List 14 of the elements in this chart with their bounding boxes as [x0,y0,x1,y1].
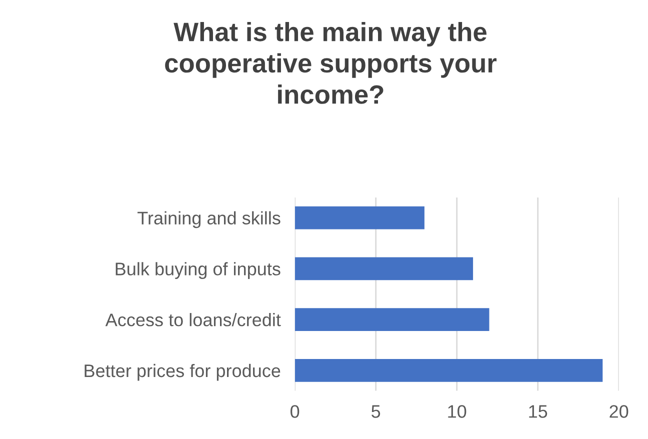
y-tick-label: Better prices for produce [84,364,280,381]
bar [294,206,424,230]
y-tick-label: Bulk buying of inputs [116,262,280,279]
x-tick-label: 0 [290,405,300,418]
x-tick-label: 10 [448,405,466,418]
chart-title: What is the main way the cooperative supports your income? [165,22,497,104]
x-tick-label: 5 [372,405,380,418]
x-tick-label: 15 [529,405,548,418]
bar [294,308,490,332]
x-tick-label: 20 [610,405,628,418]
y-tick-label: Access to loans/credit [105,313,281,326]
bar [294,359,603,382]
bar [294,257,474,280]
y-tick-label: Training and skills [138,211,280,228]
